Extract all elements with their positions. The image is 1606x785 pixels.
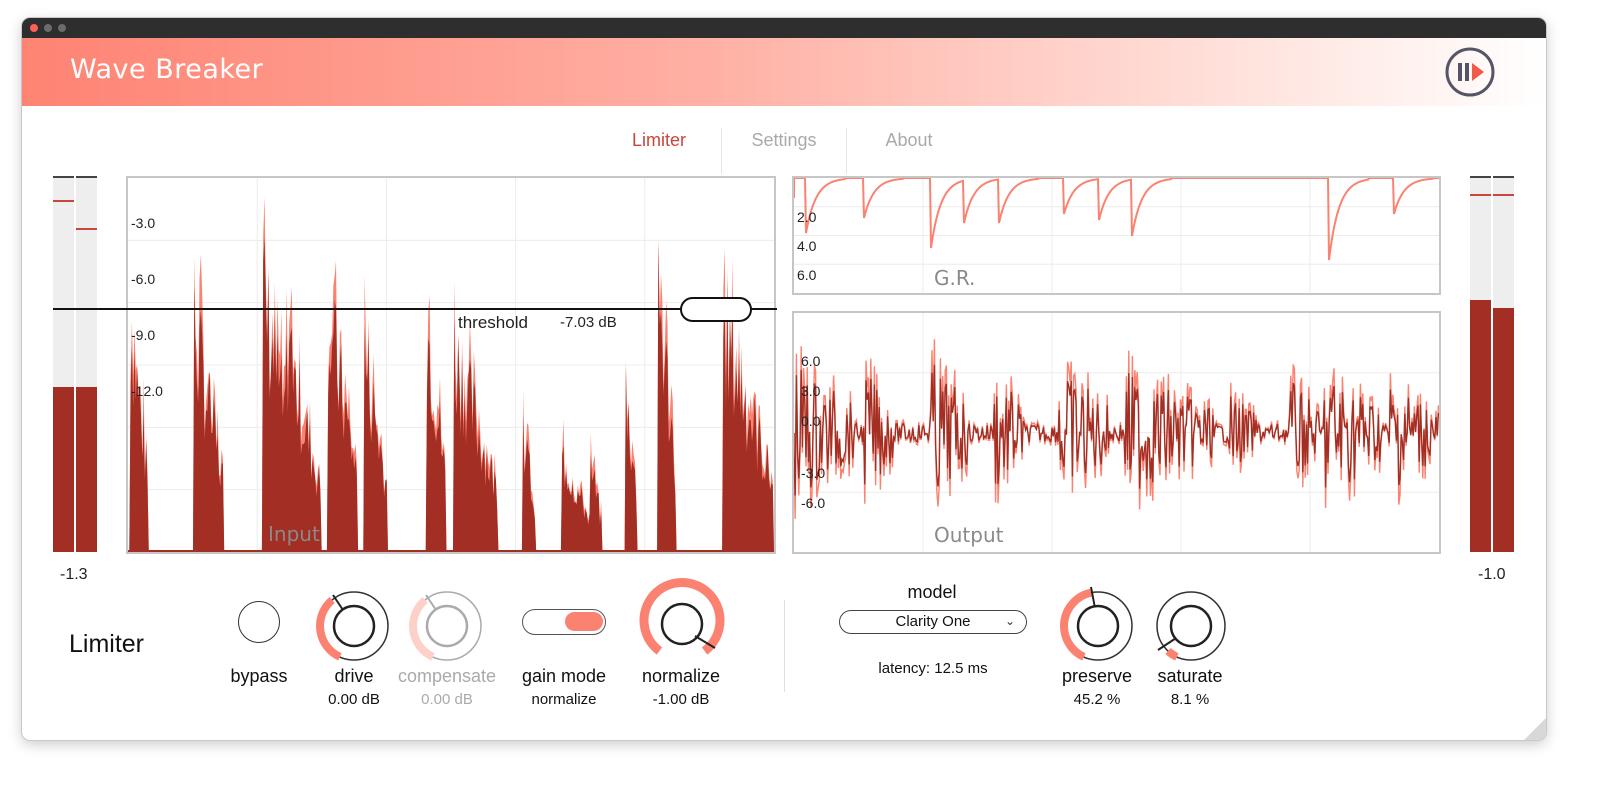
peak-marker — [1470, 194, 1491, 196]
saturate-knob[interactable] — [1146, 584, 1236, 674]
output-tick: -6.0 — [801, 495, 826, 511]
input-meter-left-level — [53, 386, 74, 552]
output-waveform-panel: 6.0 3.0 0.0 -3.0 -6.0 Output — [792, 311, 1441, 554]
close-window-button[interactable] — [30, 24, 38, 32]
threshold-value: -7.03 dB — [560, 314, 617, 331]
tab-about[interactable]: About — [885, 130, 933, 150]
input-tick: -9.0 — [131, 327, 156, 343]
gain-reduction-curve — [794, 178, 1439, 293]
saturate-value: 8.1 % — [1170, 691, 1210, 708]
normalize-value: -1.00 dB — [652, 691, 710, 708]
compensate-value: 0.00 dB — [421, 691, 473, 708]
input-tick: -12.0 — [131, 383, 163, 399]
output-tick: -3.0 — [801, 465, 826, 481]
input-waveform-panel: -3.0 -6.0 -9.0 -12.0 Input — [126, 176, 776, 554]
meter-cap — [1470, 176, 1491, 178]
output-meter-right-level — [1493, 307, 1514, 552]
gr-tick: 2.0 — [797, 209, 817, 225]
controls-divider — [784, 600, 785, 692]
tab-divider — [846, 128, 847, 174]
resize-grip-icon[interactable] — [1524, 718, 1546, 740]
output-meter-right — [1493, 176, 1514, 552]
compensate-knob[interactable] — [402, 584, 492, 674]
model-select-value: Clarity One — [895, 613, 971, 630]
output-tick: 6.0 — [801, 353, 821, 369]
gain-mode-toggle[interactable] — [522, 609, 606, 635]
drive-knob[interactable] — [309, 584, 399, 674]
output-meter-left — [1470, 176, 1491, 552]
peak-marker — [1493, 194, 1514, 196]
app-header: Wave Breaker — [22, 38, 1546, 106]
input-waveform — [128, 178, 774, 552]
preserve-label: preserve — [1061, 666, 1133, 686]
output-waveform — [794, 313, 1439, 552]
threshold-label: threshold — [458, 313, 528, 332]
input-graph-label: Input — [268, 522, 320, 546]
gain-reduction-panel: 2.0 4.0 6.0 G.R. — [792, 176, 1441, 295]
preserve-knob[interactable] — [1053, 584, 1143, 674]
model-label: model — [907, 582, 957, 602]
input-meter-right — [76, 176, 97, 552]
gain-mode-value: normalize — [531, 691, 597, 708]
bypass-button[interactable] — [238, 601, 280, 643]
tab-divider — [721, 128, 722, 174]
meter-cap — [76, 176, 97, 178]
tab-limiter[interactable]: Limiter — [631, 130, 686, 150]
output-meter-value: -1.0 — [1478, 566, 1506, 583]
gr-tick: 4.0 — [797, 238, 817, 254]
bypass-label: bypass — [230, 666, 288, 686]
input-tick: -3.0 — [131, 215, 156, 231]
zoom-window-button[interactable] — [58, 24, 66, 32]
tab-bar: Limiter Settings About — [22, 128, 1546, 174]
normalize-label: normalize — [641, 666, 721, 686]
threshold-line[interactable] — [53, 308, 777, 310]
app-title: Wave Breaker — [70, 54, 264, 85]
preserve-value: 45.2 % — [1073, 691, 1121, 708]
window-titlebar — [22, 18, 1546, 38]
gr-graph-label: G.R. — [934, 266, 976, 290]
toggle-knob — [565, 612, 603, 631]
output-tick: 0.0 — [801, 413, 821, 429]
gain-mode-label: gain mode — [521, 666, 607, 686]
output-graph-label: Output — [934, 523, 1004, 547]
minimize-window-button[interactable] — [44, 24, 52, 32]
input-tick: -6.0 — [131, 271, 156, 287]
peak-marker — [76, 228, 97, 230]
saturate-label: saturate — [1157, 666, 1223, 686]
meter-cap — [53, 176, 74, 178]
meter-cap — [1493, 176, 1514, 178]
input-meter-left — [53, 176, 74, 552]
gr-tick: 6.0 — [797, 267, 817, 283]
pause-play-icon[interactable] — [1445, 47, 1495, 97]
input-meter-value: -1.3 — [60, 566, 88, 583]
drive-label: drive — [334, 666, 374, 686]
section-title: Limiter — [69, 630, 145, 658]
input-meter-right-level — [76, 386, 97, 552]
peak-marker — [53, 200, 74, 202]
model-select[interactable]: Clarity One ⌄ — [839, 610, 1027, 634]
plugin-window: Wave Breaker Limiter Settings About -1.3… — [22, 18, 1546, 740]
drive-value: 0.00 dB — [328, 691, 380, 708]
normalize-knob[interactable] — [637, 577, 727, 667]
output-tick: 3.0 — [801, 383, 821, 399]
compensate-label: compensate — [397, 666, 497, 686]
output-meter-left-level — [1470, 300, 1491, 552]
tab-settings[interactable]: Settings — [751, 130, 817, 150]
latency-text: latency: 12.5 ms — [878, 660, 988, 677]
threshold-handle[interactable] — [680, 297, 752, 322]
chevron-down-icon: ⌄ — [1004, 614, 1015, 628]
